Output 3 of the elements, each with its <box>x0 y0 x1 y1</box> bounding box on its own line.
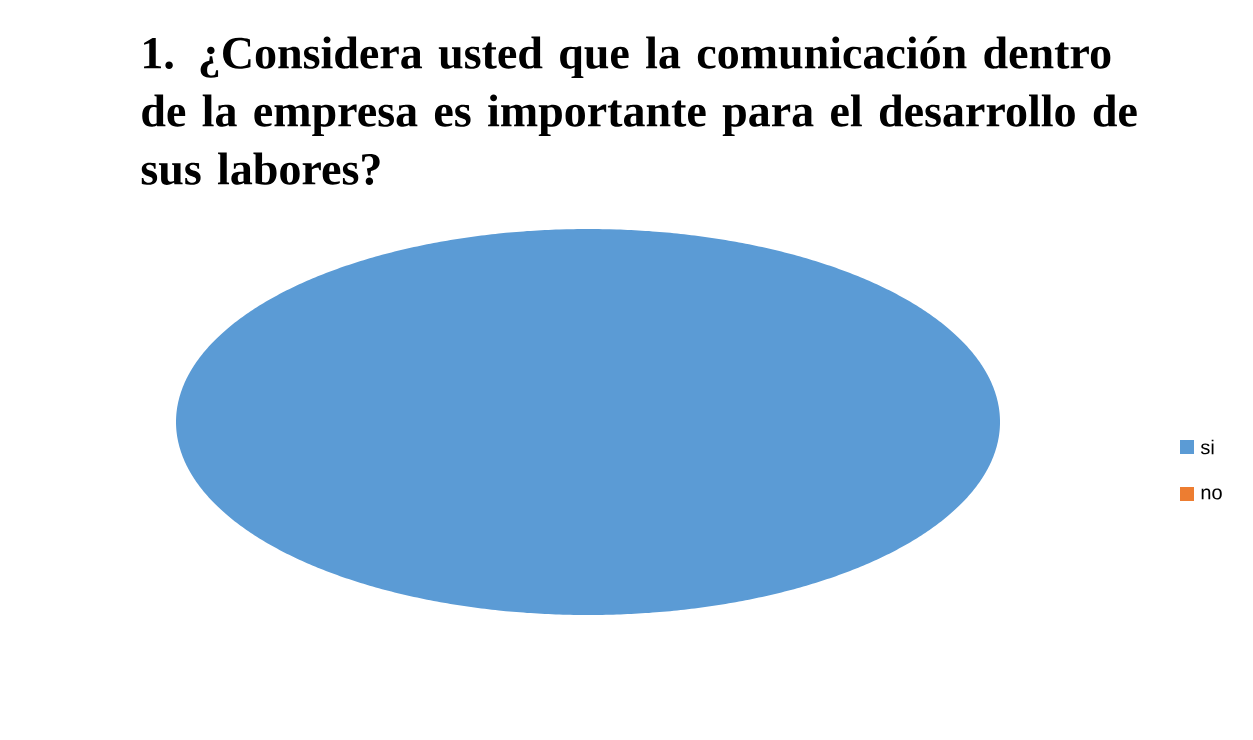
legend-label: no <box>1201 488 1222 500</box>
legend-label: si <box>1200 439 1214 455</box>
chart-title: 1. ¿Considera usted que la comunicación dentro de la empresa es importante para el desarrollo de sus labores? <box>141 36 1137 185</box>
